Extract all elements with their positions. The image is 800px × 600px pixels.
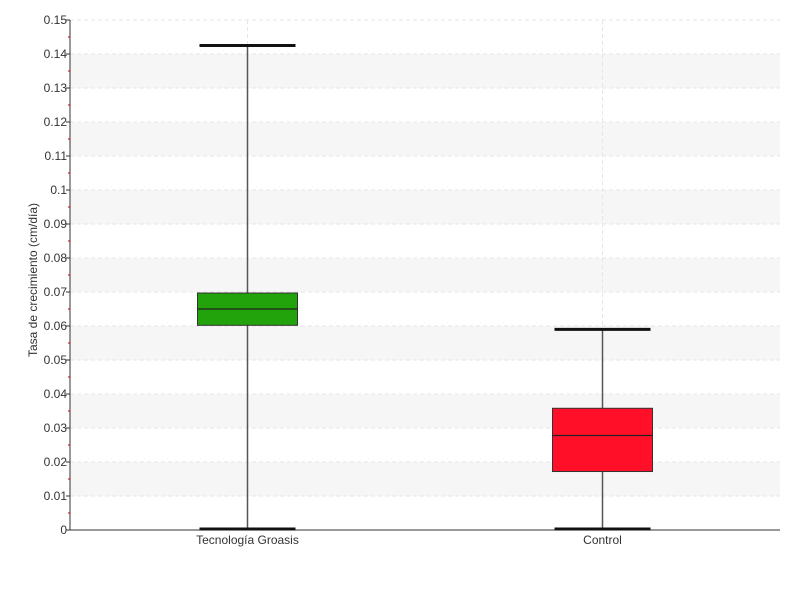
y-tick-label: 0.08 bbox=[44, 251, 68, 265]
y-tick-label: 0.11 bbox=[45, 149, 68, 163]
box-plot-group bbox=[197, 44, 298, 531]
box-plot-group bbox=[552, 327, 653, 531]
y-axis-ticks: 0 0.01 0.02 0.03 0.04 0.05 0.06 0.07 0.08 0.09 0.1… bbox=[44, 13, 70, 537]
y-tick-label: 0.03 bbox=[44, 421, 68, 435]
grid-bands bbox=[70, 54, 780, 496]
grid-band bbox=[70, 394, 780, 428]
x-category-label: Control bbox=[583, 533, 622, 547]
y-tick-label: 0.09 bbox=[44, 217, 68, 231]
grid-band bbox=[70, 190, 780, 224]
y-tick-label: 0.02 bbox=[44, 455, 68, 469]
y-tick-label: 0.04 bbox=[44, 387, 68, 401]
y-tick-label: 0.13 bbox=[44, 81, 68, 95]
y-tick-label: 0.01 bbox=[44, 489, 68, 503]
y-tick-label: 0.05 bbox=[44, 353, 68, 367]
y-tick-label: 0 bbox=[60, 523, 67, 537]
y-axis-title: Tasa de crecimiento (cm/día) bbox=[26, 203, 40, 357]
x-axis-labels: Tecnología Groasis Control bbox=[196, 533, 622, 547]
x-category-label: Tecnología Groasis bbox=[196, 533, 299, 547]
grid-band bbox=[70, 326, 780, 360]
box-iqr bbox=[552, 407, 653, 473]
box-series bbox=[197, 44, 653, 531]
y-tick-label: 0.07 bbox=[44, 285, 68, 299]
y-tick-label: 0.14 bbox=[44, 47, 68, 61]
grid-band bbox=[70, 258, 780, 292]
grid-band bbox=[70, 122, 780, 156]
y-tick-label: 0.12 bbox=[44, 115, 68, 129]
y-tick-label: 0.15 bbox=[44, 13, 68, 27]
grid-band bbox=[70, 54, 780, 88]
y-tick-label: 0.06 bbox=[44, 319, 68, 333]
y-tick-label: 0.1 bbox=[50, 183, 67, 197]
grid-band bbox=[70, 462, 780, 496]
